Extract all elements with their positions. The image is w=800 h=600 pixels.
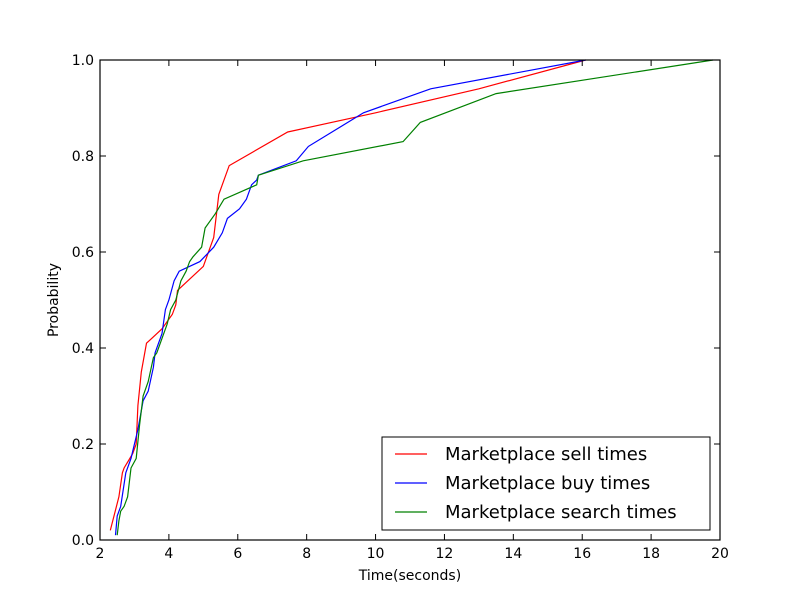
series-line-2 [116,59,714,536]
x-tick-label: 14 [504,546,522,562]
x-tick-label: 16 [573,546,591,562]
y-axis: 0.0 0.2 0.4 0.6 0.8 1.0 [72,53,720,549]
x-tick-label: 6 [233,546,242,562]
x-tick-label: 12 [436,546,454,562]
x-tick-label: 20 [711,546,729,562]
x-axis: 2 4 6 8 10 12 14 16 18 20 [96,60,729,562]
legend: Marketplace sell times Marketplace buy t… [381,436,711,531]
y-tick-label: 1.0 [72,53,94,69]
y-axis-label: Probability [46,263,62,337]
x-axis-label: Time(seconds) [358,568,461,584]
plot-frame [99,59,721,541]
y-tick-label: 0.4 [72,341,94,357]
x-tick-label: 8 [302,546,311,562]
x-tick-label: 2 [96,546,105,562]
x-tick-label: 10 [367,546,385,562]
x-tick-label: 4 [164,546,173,562]
y-tick-label: 0.0 [72,533,94,549]
x-tick-label: 18 [642,546,660,562]
legend-label-buy: Marketplace buy times [445,473,650,494]
legend-box [381,436,711,531]
y-tick-label: 0.2 [72,437,94,453]
plot-series [109,59,714,536]
y-tick-label: 0.6 [72,245,94,261]
legend-label-search: Marketplace search times [445,502,677,523]
y-tick-label: 0.8 [72,149,94,165]
series-line-0 [109,59,586,531]
series-line-1 [114,59,586,536]
legend-label-sell: Marketplace sell times [445,444,647,465]
